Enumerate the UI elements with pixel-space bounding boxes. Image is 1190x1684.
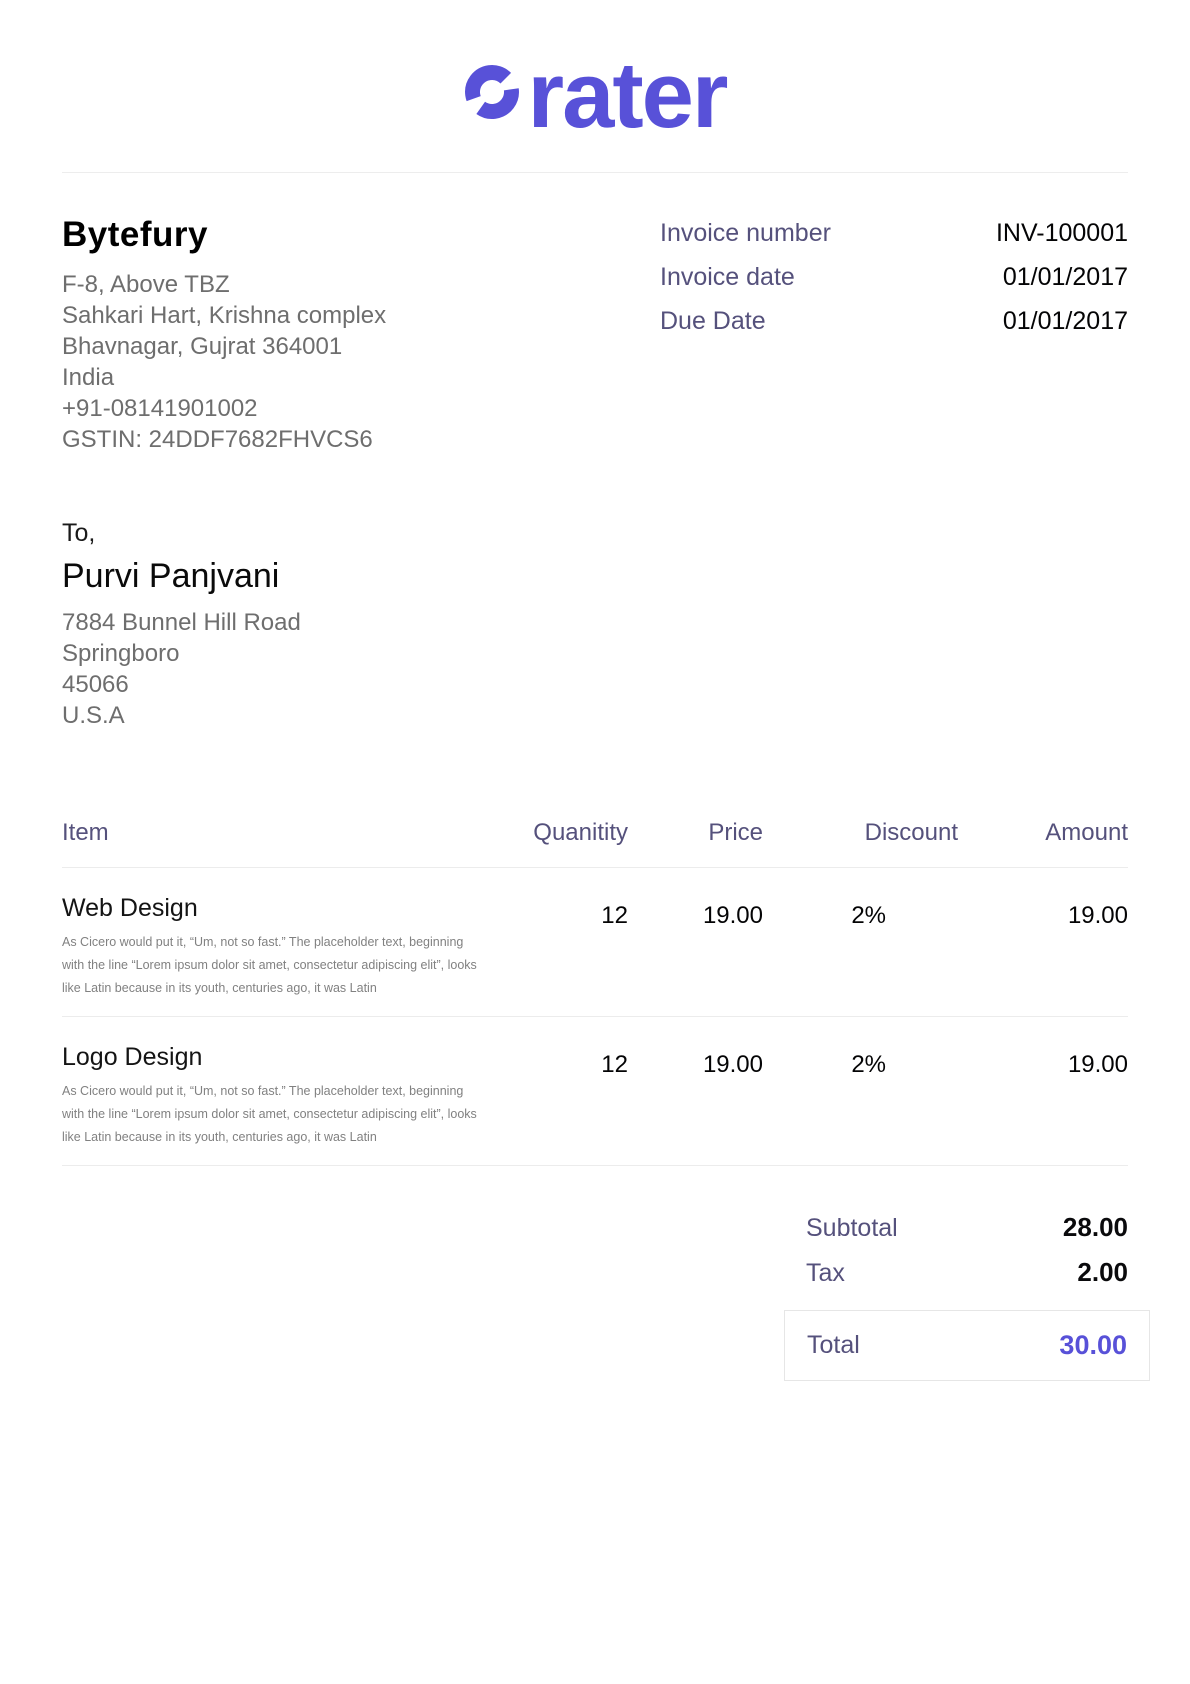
item-description-line: with the line “Lorem ipsum dolor sit ame… xyxy=(62,1107,477,1121)
invoice-meta: Invoice number INV-100001 Invoice date 0… xyxy=(660,219,1128,455)
total-box: Total 30.00 xyxy=(784,1310,1150,1381)
header-divider xyxy=(62,172,1128,173)
item-description-line: As Cicero would put it, “Um, not so fast… xyxy=(62,1084,464,1098)
items-header-discount: Discount xyxy=(763,819,958,868)
subtotal-value: 28.00 xyxy=(1062,1212,1128,1242)
items-table-header: Item Quanitity Price Discount Amount xyxy=(62,819,1128,868)
company-address-line: Bhavnagar, Gujrat 364001 xyxy=(62,333,343,360)
subtotal-row: Subtotal 28.00 xyxy=(806,1212,1128,1243)
tax-value: 2.00 xyxy=(1077,1257,1128,1287)
item-cell: Logo Design As Cicero would put it, “Um,… xyxy=(62,1016,513,1166)
customer-address-line: 7884 Bunnel Hill Road xyxy=(62,609,301,636)
items-header-amount: Amount xyxy=(958,819,1128,868)
tax-label: Tax xyxy=(806,1259,845,1287)
invoice-date-row: Invoice date 01/01/2017 xyxy=(660,263,1128,292)
due-date-label: Due Date xyxy=(660,307,766,335)
items-header-item: Item xyxy=(62,819,513,868)
subtotal-label: Subtotal xyxy=(806,1214,898,1242)
item-quantity: 12 xyxy=(513,1016,628,1166)
customer-address-line: Springboro xyxy=(62,640,180,667)
item-discount: 2% xyxy=(763,1016,958,1166)
due-date-row: Due Date 01/01/2017 xyxy=(660,307,1128,336)
company-gstin: GSTIN: 24DDF7682FHVCS6 xyxy=(62,426,373,453)
company-address-line: Sahkari Hart, Krishna complex xyxy=(62,302,387,329)
item-description: As Cicero would put it, “Um, not so fast… xyxy=(62,1080,513,1149)
table-row: Logo Design As Cicero would put it, “Um,… xyxy=(62,1016,1128,1166)
total-label: Total xyxy=(807,1331,860,1359)
company-address-line: India xyxy=(62,364,115,391)
item-cell: Web Design As Cicero would put it, “Um, … xyxy=(62,867,513,1017)
company-info: Bytefury F-8, Above TBZ Sahkari Hart, Kr… xyxy=(62,215,386,455)
item-description-line: with the line “Lorem ipsum dolor sit ame… xyxy=(62,958,477,972)
item-description-line: As Cicero would put it, “Um, not so fast… xyxy=(62,935,464,949)
item-name: Web Design xyxy=(62,894,198,922)
item-description-line: like Latin because in its youth, centuri… xyxy=(62,981,377,995)
item-price: 19.00 xyxy=(628,867,763,1017)
customer-address-line: U.S.A xyxy=(62,702,125,729)
item-discount: 2% xyxy=(763,867,958,1017)
item-quantity: 12 xyxy=(513,867,628,1017)
items-header-quantity: Quanitity xyxy=(513,819,628,868)
customer-name: Purvi Panjvani xyxy=(62,557,280,595)
bill-to-prefix: To, xyxy=(62,519,96,547)
due-date-value: 01/01/2017 xyxy=(1002,307,1128,335)
invoice-number-value: INV-100001 xyxy=(995,219,1128,247)
items-header-price: Price xyxy=(628,819,763,868)
item-amount: 19.00 xyxy=(958,867,1128,1017)
crater-logo-text: rater xyxy=(527,42,728,147)
item-description: As Cicero would put it, “Um, not so fast… xyxy=(62,931,513,1000)
company-address-line: F-8, Above TBZ xyxy=(62,271,230,298)
customer-address-line: 45066 xyxy=(62,671,129,698)
customer-address: 7884 Bunnel Hill Road Springboro 45066 U… xyxy=(62,607,1128,731)
invoice-date-value: 01/01/2017 xyxy=(1002,263,1128,291)
crater-logo: rater xyxy=(62,44,1128,142)
item-name: Logo Design xyxy=(62,1043,203,1071)
company-name: Bytefury xyxy=(62,215,208,254)
tax-row: Tax 2.00 xyxy=(806,1257,1128,1288)
crater-logo-c-icon xyxy=(465,65,520,119)
invoice-header: rater xyxy=(62,44,1128,173)
invoice-date-label: Invoice date xyxy=(660,263,795,291)
company-and-meta-section: Bytefury F-8, Above TBZ Sahkari Hart, Kr… xyxy=(62,215,1128,455)
table-row: Web Design As Cicero would put it, “Um, … xyxy=(62,867,1128,1017)
bill-to-section: To, Purvi Panjvani 7884 Bunnel Hill Road… xyxy=(62,519,1128,731)
items-table: Item Quanitity Price Discount Amount Web… xyxy=(62,819,1128,1166)
total-value: 30.00 xyxy=(1059,1330,1127,1360)
totals-section: Subtotal 28.00 Tax 2.00 Total 30.00 xyxy=(784,1212,1150,1381)
invoice-number-label: Invoice number xyxy=(660,219,831,247)
item-amount: 19.00 xyxy=(958,1016,1128,1166)
item-description-line: like Latin because in its youth, centuri… xyxy=(62,1130,377,1144)
company-address: F-8, Above TBZ Sahkari Hart, Krishna com… xyxy=(62,269,386,455)
item-price: 19.00 xyxy=(628,1016,763,1166)
invoice-number-row: Invoice number INV-100001 xyxy=(660,219,1128,248)
company-phone: +91-08141901002 xyxy=(62,395,258,422)
